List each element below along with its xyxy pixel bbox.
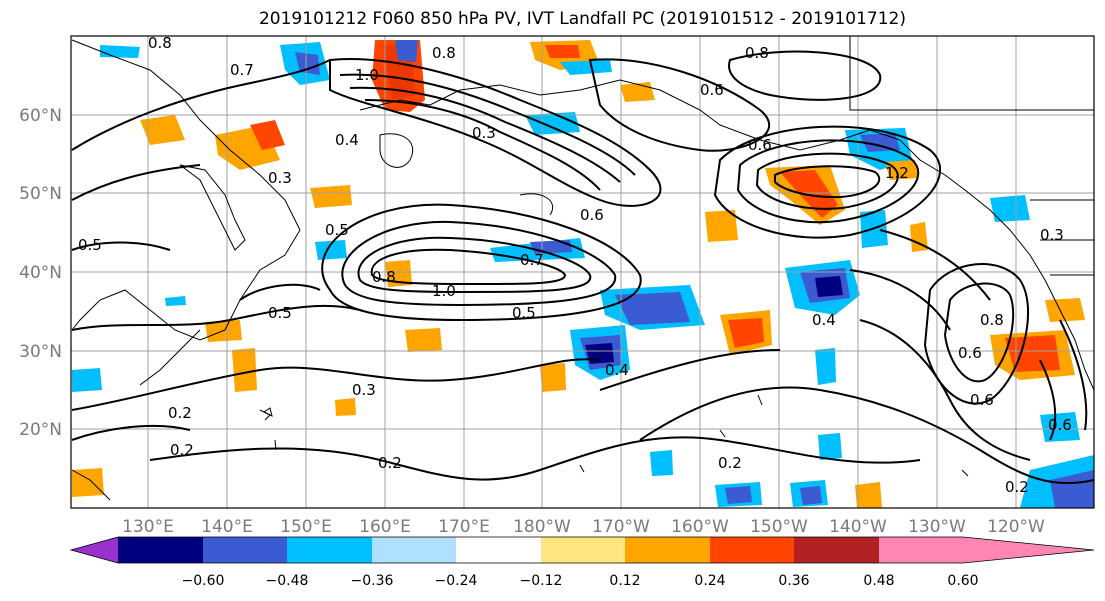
colorbar-segment: [287, 537, 372, 563]
lon-label: 170°E: [438, 517, 490, 537]
colorbar-segment: [625, 537, 710, 563]
lon-label: 160°E: [359, 517, 411, 537]
lat-label: 20°N: [19, 420, 62, 440]
latitude-labels: 60°N 50°N 40°N 30°N 20°N: [19, 106, 62, 440]
colorbar-segment: [541, 537, 625, 563]
contour-label: 0.3: [268, 169, 292, 187]
contour-label: 0.8: [372, 268, 396, 286]
lon-label: 140°E: [201, 517, 253, 537]
contour-label: 0.6: [970, 391, 994, 409]
lon-label: 150°E: [280, 517, 332, 537]
colorbar-tick-label: 0.48: [863, 573, 894, 589]
contour-label: 0.6: [1048, 416, 1072, 434]
lon-label: 170°W: [592, 517, 650, 537]
lat-label: 50°N: [19, 184, 62, 204]
colorbar-segment: [879, 537, 963, 563]
colorbar-tick-label: 0.12: [609, 573, 640, 589]
colorbar-outline: [69, 536, 1095, 564]
contour-label: 0.5: [78, 236, 102, 254]
contour-label: 0.7: [230, 61, 254, 79]
colorbar: −0.60 −0.48 −0.36 −0.24 −0.12 0.12 0.24 …: [69, 536, 1095, 589]
colorbar-segment: [794, 537, 879, 563]
colorbar-right-extension: [963, 537, 1094, 563]
contour-label: 0.3: [1040, 226, 1064, 244]
lat-label: 30°N: [19, 342, 62, 362]
lon-label: 130°E: [122, 517, 174, 537]
colorbar-tick-label: 0.24: [694, 573, 725, 589]
colorbar-tick-label: 0.60: [947, 573, 978, 589]
contour-label: 0.2: [718, 454, 742, 472]
contour-label: 1.0: [432, 282, 456, 300]
ivt-contours: [71, 50, 1094, 485]
colorbar-segment: [203, 537, 287, 563]
colorbar-segment: [710, 537, 794, 563]
map-title: 2019101212 F060 850 hPa PV, IVT Landfall…: [258, 9, 906, 29]
lat-label: 40°N: [19, 263, 62, 283]
contour-label: 0.2: [1005, 478, 1029, 496]
lon-label: 160°W: [671, 517, 729, 537]
contour-label: 0.4: [812, 311, 836, 329]
lon-label: 180°W: [513, 517, 571, 537]
lon-label: 130°W: [908, 517, 966, 537]
contour-label: 0.4: [335, 131, 359, 149]
colorbar-tick-label: −0.60: [182, 573, 225, 589]
contour-label: 0.5: [325, 221, 349, 239]
contour-label: 0.8: [148, 34, 172, 52]
lat-label: 60°N: [19, 106, 62, 126]
contour-label: 0.5: [268, 304, 292, 322]
colorbar-tick-label: −0.12: [520, 573, 563, 589]
contour-label: 0.2: [170, 441, 194, 459]
contour-label: 1.2: [885, 164, 909, 182]
contour-label: 0.4: [605, 361, 629, 379]
contour-labels: 0.8 1.0 0.8 0.8 0.7 0.4 0.3 0.3 0.6 0.5 …: [78, 34, 1072, 496]
contour-label: 0.2: [378, 454, 402, 472]
colorbar-segment: [372, 537, 456, 563]
colorbar-tick-label: −0.48: [266, 573, 309, 589]
contour-label: 1.0: [355, 66, 379, 84]
colorbar-left-extension: [71, 537, 118, 563]
pv-contours-thin: [263, 133, 553, 417]
colorbar-segment: [456, 537, 541, 563]
colorbar-tick-label: −0.36: [351, 573, 394, 589]
lon-label: 150°W: [750, 517, 808, 537]
contour-label: 0.6: [958, 344, 982, 362]
colorbar-segment: [118, 537, 203, 563]
colorbar-tick-label: −0.24: [435, 573, 478, 589]
contour-label: 0.6: [580, 206, 604, 224]
contour-label: 0.5: [512, 304, 536, 322]
contour-label: 0.8: [432, 44, 456, 62]
coastlines: [71, 36, 1094, 501]
map-border: [70, 35, 1095, 509]
contour-label: 0.8: [745, 44, 769, 62]
longitude-labels: 130°E 140°E 150°E 160°E 170°E 180°W 170°…: [122, 517, 1045, 537]
contour-label: 0.8: [980, 311, 1004, 329]
lon-label: 140°W: [829, 517, 887, 537]
contour-label: 0.2: [168, 404, 192, 422]
contour-label: 0.3: [352, 381, 376, 399]
contour-label: 0.6: [748, 136, 772, 154]
contour-label: 0.7: [520, 251, 544, 269]
graticule: [71, 36, 1094, 508]
contour-label: 0.6: [700, 81, 724, 99]
colorbar-tick-label: 0.36: [778, 573, 809, 589]
contour-label: 0.3: [472, 124, 496, 142]
lon-label: 120°W: [987, 517, 1045, 537]
